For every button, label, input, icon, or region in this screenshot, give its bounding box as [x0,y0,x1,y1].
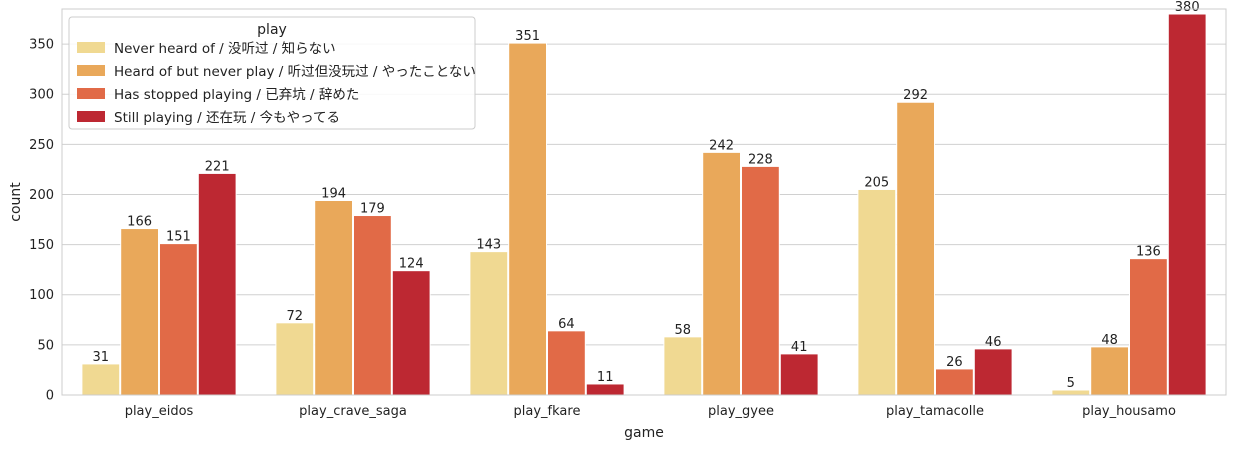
bar [159,243,198,396]
bar-value-label: 136 [1136,245,1161,260]
bar-value-label: 380 [1175,0,1200,15]
legend-items: Never heard of / 没听过 / 知らない Heard of but … [77,40,476,126]
x-tick-label: play_eidos [125,404,194,419]
y-axis-ticks: 0 50 100 150 200 250 300 350 [29,38,54,404]
bar [508,42,548,396]
bar-value-label: 228 [748,152,773,167]
y-tick-label: 200 [29,188,54,203]
legend-item-label: Never heard of / 没听过 / 知らない [114,40,336,57]
x-tick-label: play_crave_saga [299,404,407,419]
bar-value-label: 11 [597,370,614,385]
x-tick-label: play_gyee [708,404,774,419]
x-tick-label: play_housamo [1082,404,1176,419]
y-tick-label: 150 [29,238,54,253]
bar-value-label: 292 [903,88,928,103]
bar [469,251,509,396]
bar [973,348,1013,396]
bar [120,228,159,396]
bar [702,151,742,396]
bar-value-label: 179 [360,202,385,217]
bar [779,353,819,396]
legend-swatch [77,111,105,122]
plot-frame [61,8,1227,396]
bar-value-label: 166 [127,215,152,230]
bar [1090,346,1129,396]
y-tick-label: 250 [29,138,54,153]
y-tick-label: 100 [29,288,54,303]
bar-value-label: 72 [287,309,304,324]
legend-swatch [77,88,105,99]
bar-value-label: 143 [476,238,501,253]
bar-value-label: 46 [985,335,1002,350]
bar-value-label: 242 [709,138,734,153]
bar-value-label: 48 [1101,333,1118,348]
bar-value-label: 5 [1067,376,1075,391]
y-tick-label: 0 [46,389,54,404]
bar-value-label: 194 [321,186,346,201]
legend-title: play [257,22,287,38]
bar [275,322,315,396]
legend-item-label: Heard of but never play / 听过但没玩过 / やったこと… [114,64,476,80]
bar-value-label: 124 [399,257,424,272]
bar [314,199,354,396]
legend-box [68,16,476,130]
bar-value-label: 221 [205,159,230,174]
x-tick-label: play_tamacolle [886,404,984,419]
bar-value-label: 151 [166,230,191,245]
bar [935,368,974,396]
bars [81,13,1207,396]
bar-value-label: 58 [675,323,692,338]
legend: play Never heard of / 没听过 / 知らない Heard of… [68,16,476,130]
bar-value-label: 26 [946,355,963,370]
x-axis-ticks: play_eidos play_crave_saga play_fkare play_… [125,404,1176,419]
bar-value-label: 41 [791,340,808,355]
bar-labels: 31 166 151 221 72 194 179 124 143 351 64 11 58 242 228… [93,0,1200,391]
bar [896,101,936,396]
bar [857,188,897,396]
y-tick-label: 350 [29,38,54,53]
legend-item-label: Has stopped playing / 已弃坑 / 辞めた [114,87,359,103]
bar-value-label: 64 [558,317,575,332]
legend-swatch [77,65,105,76]
bar-value-label: 351 [515,29,540,44]
bar [197,172,237,396]
bar-value-label: 31 [93,350,110,365]
x-axis-label: game [624,425,664,441]
bar [1167,13,1207,396]
bar [391,270,431,396]
y-tick-label: 50 [37,338,54,353]
bar [547,330,586,396]
x-tick-label: play_fkare [514,404,581,419]
y-axis-label: count [8,182,24,222]
y-tick-label: 300 [29,88,54,103]
bar [1129,258,1168,396]
bar [81,363,121,396]
legend-item-label: Still playing / 还在玩 / 今もやってる [114,110,340,126]
legend-swatch [77,42,105,53]
bar [741,165,780,396]
bar [585,383,625,396]
bar [663,336,703,396]
bar-value-label: 205 [864,175,889,190]
bar [353,215,392,396]
